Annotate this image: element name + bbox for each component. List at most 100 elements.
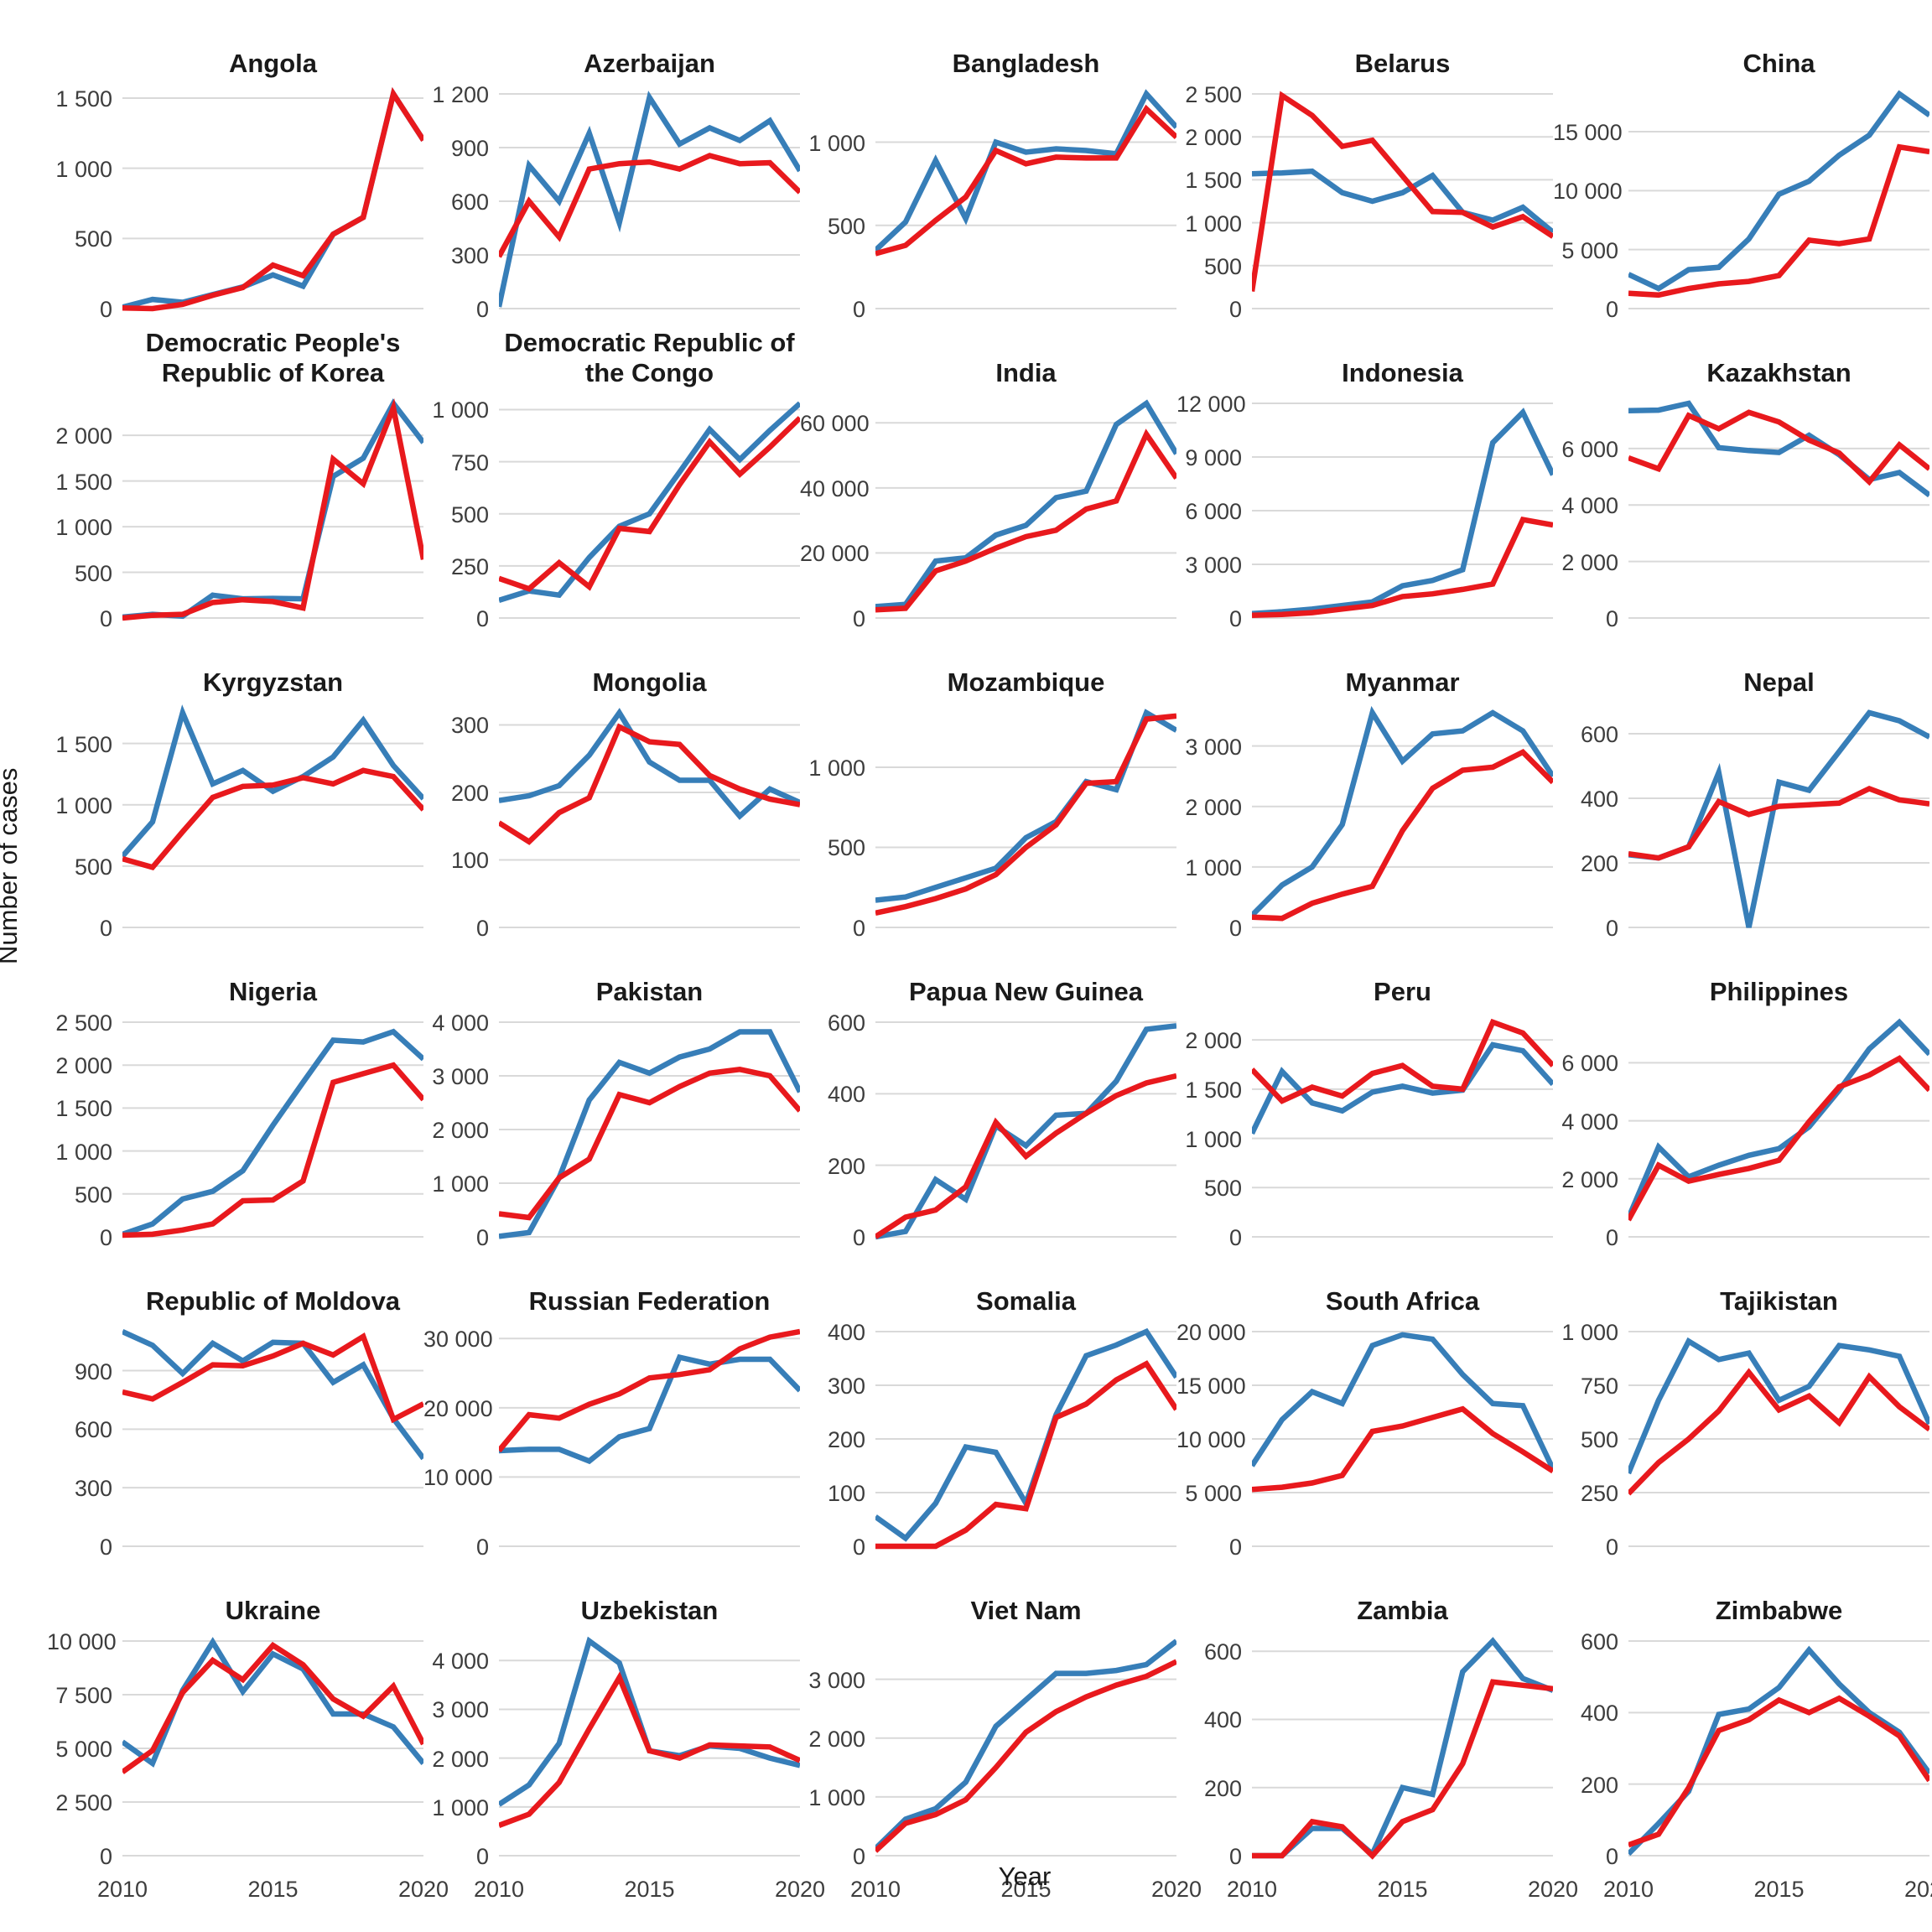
y-axis-tick-label: 2 000 xyxy=(1185,794,1242,820)
y-axis: 0 100 200 300 xyxy=(423,704,499,941)
facet-title: Angola xyxy=(228,49,318,78)
y-axis-tick-label: 500 xyxy=(1580,1427,1618,1452)
x-axis-label: Year xyxy=(998,1862,1052,1891)
x-axis-tick-label: 2015 xyxy=(1000,1877,1052,1902)
y-axis-tick-label: 250 xyxy=(450,553,489,579)
facet-uzbekistan: Uzbekistan 0 1 000 2 000 3 000 4 000 2010 2015 2… xyxy=(423,1559,825,1907)
y-axis-tick-label: 500 xyxy=(74,854,112,880)
y-axis-tick-label: 750 xyxy=(1580,1374,1618,1399)
line-chart-panel xyxy=(121,1329,426,1547)
y-axis-tick-label: 1 000 xyxy=(55,156,112,182)
y-axis-tick-label: 0 xyxy=(475,916,489,941)
series-blue-line xyxy=(496,91,802,308)
series-blue-line xyxy=(875,1023,1177,1240)
y-axis-tick-label: 3 000 xyxy=(432,1064,489,1089)
facet-kyrgyzstan: Kyrgyzstan 0 500 1 000 1 500 xyxy=(47,631,426,941)
y-axis-tick-label: 1 000 xyxy=(808,130,865,156)
series-blue-line xyxy=(1627,90,1931,292)
y-axis: 0 250 500 750 1 000 xyxy=(1553,1320,1628,1560)
y-axis-tick-label: 10 000 xyxy=(1553,179,1623,205)
y-axis-tick-label: 2 000 xyxy=(432,1746,489,1772)
y-axis: 0 500 1 000 1 500 2 000 2 500 xyxy=(47,1010,122,1250)
y-axis-tick-label: 0 xyxy=(1228,1225,1242,1250)
x-axis-tick-label: 2010 xyxy=(473,1877,525,1902)
y-axis: 0 250 500 750 1 000 xyxy=(423,395,499,631)
y-axis-tick-label: 10 000 xyxy=(1176,1427,1246,1452)
line-chart-panel xyxy=(1625,1331,1932,1547)
y-axis-tick-label: 400 xyxy=(1580,1701,1618,1727)
y-axis-tick-label: 600 xyxy=(1580,1629,1618,1654)
facet-title: South Africa xyxy=(1325,1286,1480,1316)
y-axis-tick-label: 15 000 xyxy=(1176,1374,1246,1399)
y-axis-tick-label: 2 500 xyxy=(55,1790,112,1815)
y-axis-tick-label: 500 xyxy=(74,560,112,586)
y-axis-tick-label: 500 xyxy=(1203,1176,1242,1202)
y-axis-tick-label: 1 000 xyxy=(1185,854,1242,880)
y-axis-tick-label: 200 xyxy=(827,1153,865,1179)
facet-south-africa: South Africa 0 5 000 10 000 15 000 20 000 xyxy=(1176,1249,1555,1560)
y-axis: 0 300 600 900 1 200 xyxy=(423,82,499,322)
facet-title: Zimbabwe xyxy=(1715,1596,1843,1625)
x-axis: 2010 2015 2020 xyxy=(474,1868,825,1907)
y-axis-tick-label: 2 000 xyxy=(1561,549,1618,575)
series-blue-line xyxy=(1626,1018,1932,1219)
facet-title: Belarus xyxy=(1354,49,1451,78)
series-blue-line xyxy=(122,86,426,310)
y-axis-tick-label: 3 000 xyxy=(808,1667,865,1693)
line-chart-panel xyxy=(1251,402,1555,619)
y-axis-tick-label: 0 xyxy=(99,1225,112,1250)
series-red-line xyxy=(1627,409,1932,486)
facet-title: Tajikistan xyxy=(1720,1286,1838,1316)
facet-title: Zambia xyxy=(1357,1596,1448,1625)
y-axis-tick-label: 400 xyxy=(1203,1707,1242,1733)
y-axis-tick-label: 0 xyxy=(1605,606,1618,631)
x-axis-tick-label: 2010 xyxy=(1226,1877,1278,1902)
facet-title: Peru xyxy=(1374,977,1431,1006)
x-axis-tick-label: 2015 xyxy=(624,1877,675,1902)
facet-title: Nigeria xyxy=(228,977,318,1006)
y-axis-tick-label: 12 000 xyxy=(1176,392,1246,417)
series-blue-line xyxy=(875,399,1179,610)
series-red-line xyxy=(1628,785,1930,861)
y-axis-tick-label: 1 000 xyxy=(55,792,112,818)
series-red-line xyxy=(497,723,801,845)
y-axis-tick-label: 0 xyxy=(852,916,865,941)
series-red-line xyxy=(1251,748,1555,922)
facet-title: Papua New Guinea xyxy=(908,977,1144,1006)
y-axis-tick-label: 0 xyxy=(475,1844,489,1869)
y-axis-tick-label: 1 500 xyxy=(55,469,112,495)
y-axis-tick-label: 4 000 xyxy=(1561,1109,1618,1135)
series-red-line xyxy=(122,397,427,621)
series-red-line xyxy=(122,1332,425,1424)
series-red-line xyxy=(875,1360,1179,1550)
facet-nigeria: Nigeria 0 500 1 000 1 500 2 000 2 500 xyxy=(47,940,426,1250)
y-axis: 0 500 1 000 1 500 2 000 xyxy=(1176,1014,1252,1250)
y-axis-tick-label: 2 000 xyxy=(1185,1028,1242,1054)
series-blue-line xyxy=(1251,168,1555,235)
y-axis-tick-label: 20 000 xyxy=(800,541,870,567)
y-axis-tick-label: 1 500 xyxy=(1185,1077,1242,1103)
series-red-line xyxy=(1251,1405,1555,1493)
y-axis-tick-label: 0 xyxy=(1605,1225,1618,1250)
y-axis-tick-label: 1 000 xyxy=(55,1139,112,1165)
y-axis-tick-label: 0 xyxy=(852,1844,865,1869)
series-red-line xyxy=(497,1671,802,1828)
line-chart-panel xyxy=(1627,90,1931,309)
series-red-line xyxy=(1626,1368,1931,1496)
facet-title: Democratic People's Republic of Korea xyxy=(145,328,401,387)
facet-angola: Angola 0 500 1 000 1 500 xyxy=(47,12,426,322)
line-chart-panel xyxy=(873,89,1179,309)
y-axis-tick-label: 0 xyxy=(99,1535,112,1560)
series-red-line xyxy=(1626,1055,1932,1222)
series-red-line xyxy=(1252,1679,1554,1860)
y-axis-tick-label: 900 xyxy=(450,136,489,161)
facet-bangladesh: Bangladesh 0 500 1 000 xyxy=(800,12,1179,322)
series-blue-line xyxy=(121,1329,426,1461)
line-chart-panel xyxy=(1249,1331,1555,1547)
y-axis-tick-label: 0 xyxy=(852,1535,865,1560)
x-axis-tick-label: 2020 xyxy=(774,1877,826,1902)
y-axis-tick-label: 2 000 xyxy=(55,423,112,449)
series-blue-line xyxy=(498,708,802,820)
y-axis-tick-label: 1 000 xyxy=(808,1784,865,1810)
series-blue-line xyxy=(120,704,426,859)
